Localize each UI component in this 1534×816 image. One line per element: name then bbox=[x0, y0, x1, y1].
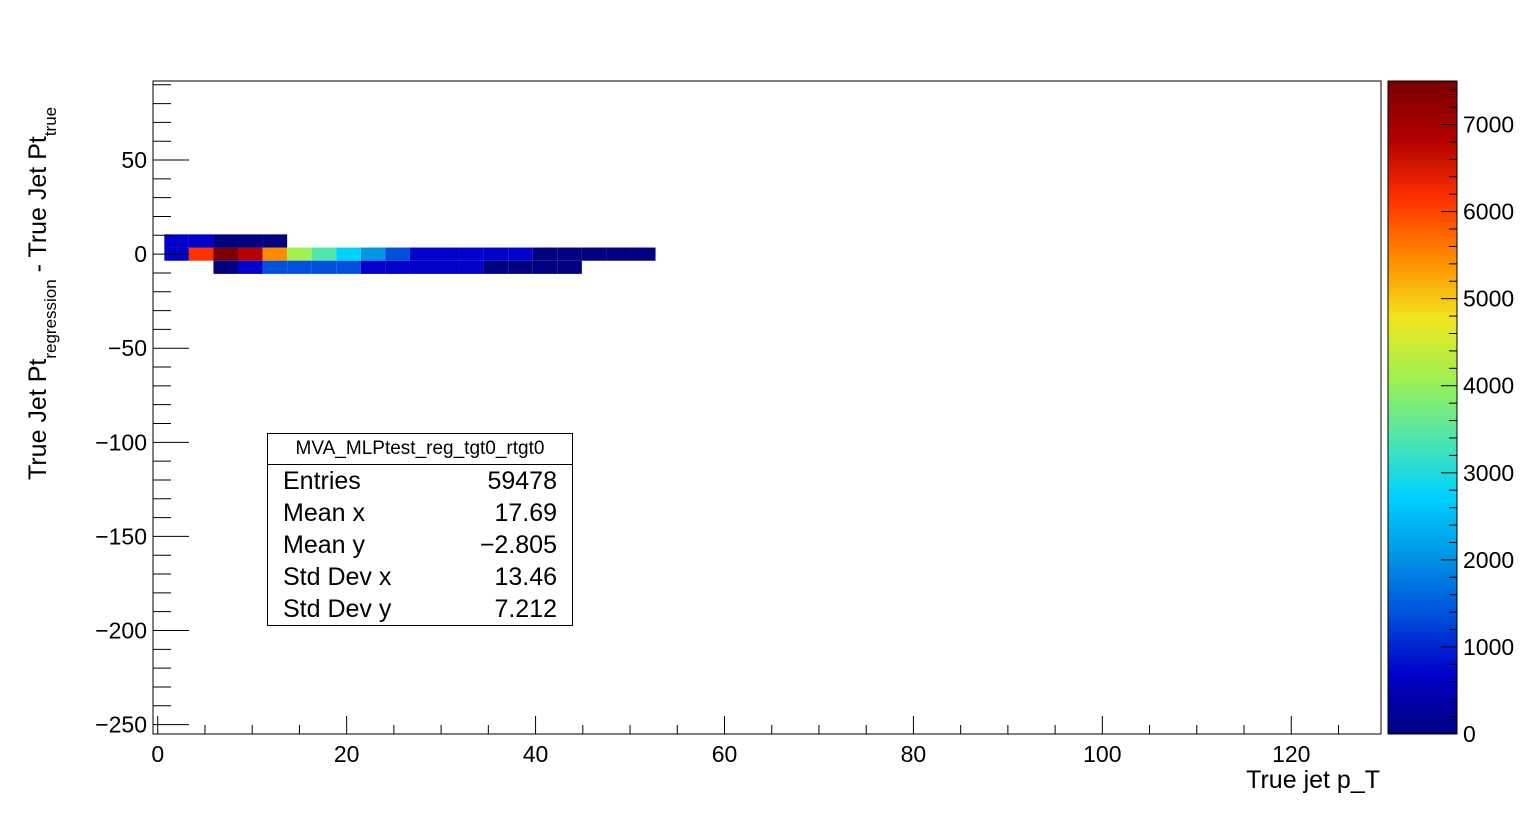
color-scale-bar bbox=[1387, 80, 1458, 735]
histogram-bin bbox=[287, 260, 312, 274]
stats-row-entries: Entries 59478 bbox=[268, 465, 572, 497]
stats-label: Entries bbox=[283, 467, 361, 495]
histogram-bin bbox=[459, 260, 484, 274]
histogram-bin bbox=[213, 247, 239, 261]
histogram-bin bbox=[409, 260, 435, 274]
histogram-bin bbox=[336, 260, 361, 274]
plot-frame bbox=[152, 80, 1382, 735]
histogram-bin bbox=[311, 247, 337, 261]
z-tick-label: 3000 bbox=[1463, 460, 1514, 486]
histogram-bin bbox=[409, 247, 435, 261]
histogram-bin bbox=[508, 247, 533, 261]
z-tick-label: 2000 bbox=[1463, 547, 1514, 573]
stats-box-title: MVA_MLPtest_reg_tgt0_rtgt0 bbox=[268, 434, 572, 465]
histogram-bin bbox=[336, 247, 361, 261]
x-tick-label: 0 bbox=[151, 741, 164, 767]
histogram-bin bbox=[483, 247, 509, 261]
histogram-bin bbox=[630, 247, 656, 261]
histogram-bin bbox=[164, 234, 189, 248]
histogram-bin bbox=[262, 260, 288, 274]
stats-value: 7.212 bbox=[494, 595, 557, 623]
histogram-bin bbox=[532, 260, 558, 274]
stats-label: Std Dev y bbox=[283, 595, 392, 623]
histogram-bin bbox=[238, 260, 263, 274]
y-tick-label: −250 bbox=[95, 712, 147, 738]
histogram-bin bbox=[188, 247, 214, 261]
stats-value: 17.69 bbox=[494, 499, 557, 527]
z-tick-label: 7000 bbox=[1463, 112, 1514, 138]
histogram-bin bbox=[238, 234, 263, 248]
stats-row-std-x: Std Dev x 13.46 bbox=[268, 561, 572, 593]
histogram-bin bbox=[360, 247, 386, 261]
histogram-bin bbox=[581, 247, 607, 261]
y-tick-label: 0 bbox=[134, 241, 147, 267]
z-tick-label: 5000 bbox=[1463, 286, 1514, 312]
stats-value: −2.805 bbox=[479, 531, 557, 559]
histogram-bin bbox=[188, 234, 214, 248]
y-tick-label: −100 bbox=[95, 429, 147, 455]
histogram-bin bbox=[508, 260, 533, 274]
histogram-bin bbox=[238, 247, 263, 261]
stats-row-std-y: Std Dev y 7.212 bbox=[268, 593, 572, 625]
histogram-bin bbox=[557, 247, 582, 261]
stats-label: Mean y bbox=[283, 531, 365, 559]
histogram-bin bbox=[532, 247, 558, 261]
y-tick-label: 50 bbox=[121, 147, 147, 173]
x-tick-label: 120 bbox=[1272, 741, 1310, 767]
histogram-bin bbox=[434, 247, 460, 261]
stats-label: Std Dev x bbox=[283, 563, 392, 591]
y-tick-label: −50 bbox=[108, 335, 147, 361]
z-tick-label: 1000 bbox=[1463, 634, 1514, 660]
histogram-bin bbox=[213, 234, 239, 248]
x-tick-label: 100 bbox=[1083, 741, 1121, 767]
y-axis-title: True Jet Ptregression - True Jet Pttrue bbox=[24, 107, 60, 480]
z-tick-label: 4000 bbox=[1463, 373, 1514, 399]
histogram-bins bbox=[164, 234, 656, 274]
x-tick-label: 80 bbox=[901, 741, 927, 767]
histogram-bin bbox=[311, 260, 337, 274]
stats-value: 59478 bbox=[487, 467, 557, 495]
z-tick-label: 6000 bbox=[1463, 199, 1514, 225]
x-tick-label: 40 bbox=[523, 741, 549, 767]
stats-row-mean-x: Mean x 17.69 bbox=[268, 497, 572, 529]
stats-value: 13.46 bbox=[494, 563, 557, 591]
x-tick-label: 20 bbox=[334, 741, 360, 767]
histogram-bin bbox=[262, 247, 288, 261]
histogram-bin bbox=[287, 247, 312, 261]
y-axis: −250 −200 −150 −100 −50 0 50 bbox=[95, 84, 189, 738]
histogram-bin bbox=[557, 260, 582, 274]
histogram-bin bbox=[262, 234, 288, 248]
x-axis: 0 20 40 60 80 100 120 bbox=[151, 716, 1339, 767]
y-tick-label: −200 bbox=[95, 617, 147, 643]
histogram-bin bbox=[483, 260, 509, 274]
histogram-bin bbox=[213, 260, 239, 274]
histogram-bin bbox=[434, 260, 460, 274]
stats-box: MVA_MLPtest_reg_tgt0_rtgt0 Entries 59478… bbox=[267, 433, 573, 626]
y-tick-label: −150 bbox=[95, 523, 147, 549]
z-tick-label: 0 bbox=[1463, 721, 1476, 747]
x-tick-label: 60 bbox=[712, 741, 738, 767]
histogram-bin bbox=[385, 247, 410, 261]
histogram-bin bbox=[385, 260, 410, 274]
histogram-bin bbox=[459, 247, 484, 261]
stats-row-mean-y: Mean y −2.805 bbox=[268, 529, 572, 561]
x-axis-title: True jet p_T bbox=[1246, 766, 1380, 794]
stats-label: Mean x bbox=[283, 499, 365, 527]
histogram-bin bbox=[606, 247, 631, 261]
color-palette: 0 1000 2000 3000 4000 5000 6000 7000 bbox=[1387, 80, 1514, 747]
histogram-bin bbox=[360, 260, 386, 274]
